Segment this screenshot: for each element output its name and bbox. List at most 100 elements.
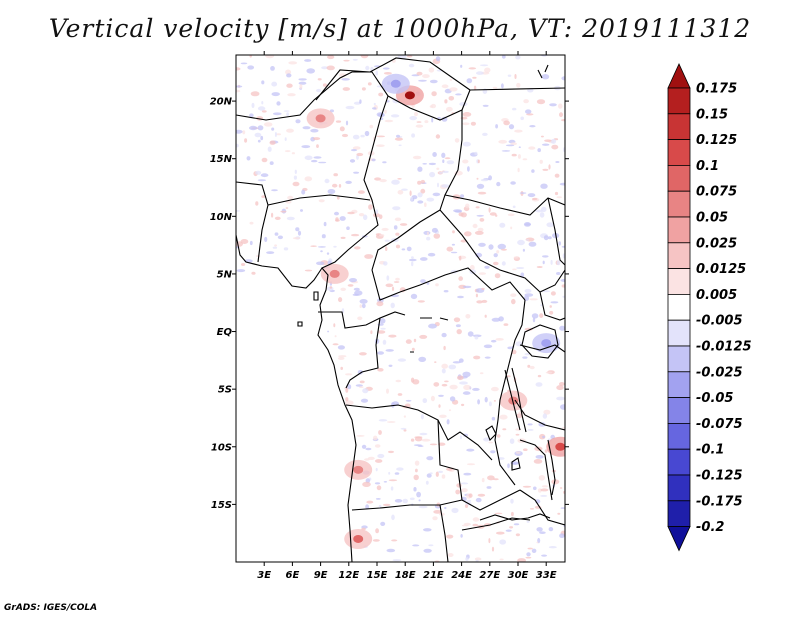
field-speck <box>286 112 289 117</box>
field-speck <box>559 533 565 538</box>
field-speck <box>546 222 554 228</box>
field-speck <box>374 482 381 485</box>
field-speck <box>484 67 491 73</box>
field-speck <box>236 210 240 212</box>
field-speck <box>470 121 476 126</box>
field-speck <box>408 63 415 68</box>
y-tick-label: 10N <box>210 212 233 223</box>
field-speck <box>261 101 264 105</box>
field-speck <box>394 472 400 475</box>
field-speck <box>261 80 265 85</box>
field-speck <box>462 159 469 164</box>
field-speck <box>438 404 441 408</box>
field-speck <box>370 330 373 335</box>
field-speck <box>339 216 346 221</box>
field-speck <box>462 141 471 147</box>
field-speck <box>491 339 497 343</box>
field-speck <box>529 508 535 510</box>
colorbar-swatch <box>667 371 691 398</box>
field-speck <box>526 520 530 523</box>
field-speck <box>441 152 446 158</box>
colorbar-label: 0.025 <box>696 236 737 251</box>
field-speck <box>460 212 467 218</box>
field-speck <box>539 159 543 164</box>
field-speck <box>327 189 336 194</box>
field-speck <box>527 423 533 426</box>
field-speck <box>446 246 454 252</box>
field-speck <box>299 84 303 90</box>
updraft-core <box>315 114 326 123</box>
field-speck <box>418 505 428 509</box>
field-speck <box>397 358 406 362</box>
field-speck <box>499 222 506 228</box>
field-speck <box>477 493 486 497</box>
field-speck <box>433 233 441 239</box>
field-speck <box>236 89 241 93</box>
field-speck <box>460 64 463 68</box>
field-speck <box>505 529 512 532</box>
field-speck <box>379 318 386 324</box>
field-speck <box>351 233 360 237</box>
field-speck <box>257 106 266 111</box>
field-speck <box>347 384 352 390</box>
colorbar-swatch <box>667 190 691 218</box>
field-speck <box>456 483 462 488</box>
field-speck <box>462 112 472 117</box>
field-speck <box>367 82 372 86</box>
field-speck <box>536 541 539 544</box>
field-speck <box>510 226 513 230</box>
field-speck <box>437 182 439 188</box>
field-speck <box>512 107 517 111</box>
field-speck <box>483 437 490 442</box>
field-speck <box>449 396 456 402</box>
field-speck <box>383 261 388 266</box>
field-speck <box>375 459 383 463</box>
field-speck <box>511 298 516 305</box>
zambezi-river <box>479 513 551 521</box>
field-speck <box>442 170 449 174</box>
field-speck <box>449 78 453 81</box>
field-speck <box>532 317 536 323</box>
field-speck <box>561 284 565 288</box>
field-speck <box>429 79 438 84</box>
field-speck <box>257 125 264 131</box>
field-speck <box>402 498 409 504</box>
chart-title: Vertical velocity [m/s] at 1000hPa, VT: … <box>48 14 752 43</box>
field-speck <box>395 379 402 383</box>
field-speck <box>428 544 434 547</box>
field-speck <box>528 241 537 247</box>
field-speck <box>498 316 504 322</box>
field-speck <box>255 201 259 206</box>
field-speck <box>266 251 275 255</box>
field-speck <box>488 207 491 213</box>
field-speck <box>236 269 246 273</box>
field-speck <box>327 330 330 333</box>
field-speck <box>463 433 468 437</box>
field-speck <box>342 87 350 91</box>
field-speck <box>462 391 471 395</box>
field-speck <box>486 486 492 489</box>
field-speck <box>527 364 531 368</box>
field-speck <box>376 135 385 138</box>
field-speck <box>422 74 430 79</box>
field-speck <box>558 241 561 246</box>
field-speck <box>554 191 559 196</box>
field-speck <box>489 212 497 216</box>
colorbar-label: -0.125 <box>696 469 743 484</box>
field-speck <box>293 175 297 180</box>
field-speck <box>510 181 516 185</box>
field-speck <box>429 472 433 475</box>
field-speck <box>316 88 322 93</box>
colorbar-label: 0.125 <box>696 133 737 148</box>
field-speck <box>477 227 484 232</box>
field-speck <box>415 468 418 473</box>
field-speck <box>361 303 366 309</box>
field-speck <box>301 145 311 149</box>
field-speck <box>556 196 562 199</box>
field-speck <box>369 124 374 129</box>
lake-tanganyika-east <box>511 367 527 433</box>
field-speck <box>457 375 464 381</box>
colorbar-label: 0.05 <box>696 211 728 226</box>
field-speck <box>511 511 514 517</box>
field-speck <box>352 58 358 61</box>
